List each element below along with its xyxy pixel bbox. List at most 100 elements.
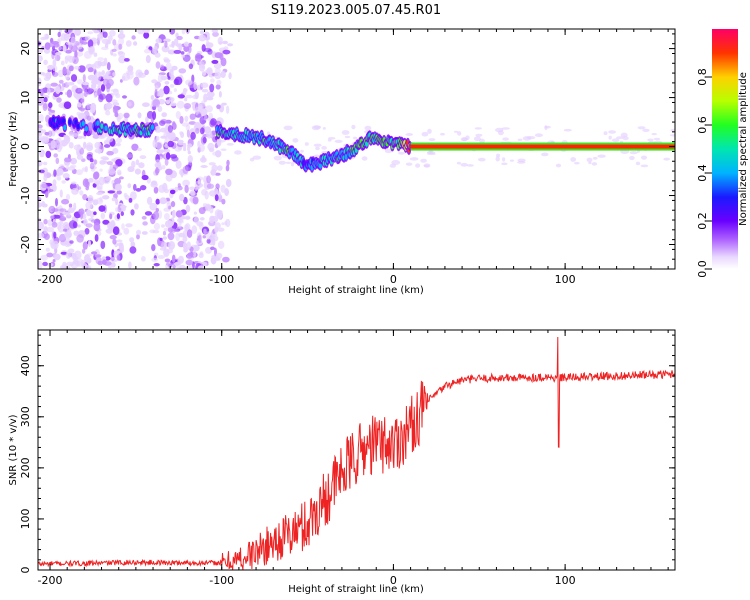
spectrogram-noise-blob xyxy=(82,82,90,86)
spectrogram-noise-blob xyxy=(65,41,73,46)
spectrogram-noise-blob xyxy=(252,155,262,160)
spectrogram-noise-blob xyxy=(107,190,116,194)
spectrogram-noise-blob xyxy=(100,240,106,250)
spectrogram-noise-blob xyxy=(327,137,336,140)
spectrogram-noise-blob xyxy=(79,190,84,196)
spectrogram-noise-blob xyxy=(642,128,650,132)
spectrogram-noise-blob xyxy=(152,229,160,234)
spectrogram-noise-blob xyxy=(41,183,48,189)
spectrogram-noise-blob xyxy=(619,140,624,143)
snr-xtick-label: 0 xyxy=(390,574,397,587)
spectrogram-noise-blob xyxy=(81,41,88,45)
spectrogram-noise-blob xyxy=(74,66,80,70)
signal-track-core xyxy=(84,125,88,132)
spectrogram-noise-blob xyxy=(169,189,176,195)
spectrogram-ytick-label: 10 xyxy=(19,91,32,105)
spectrogram-noise-blob xyxy=(57,69,64,78)
spectrogram-noise-blob xyxy=(68,203,73,208)
spectrogram-noise-blob xyxy=(653,137,661,141)
spectrogram-noise-blob xyxy=(68,220,77,229)
spectrogram-noise-blob xyxy=(113,88,119,96)
spectrogram-noise-blob xyxy=(221,198,226,205)
spectrogram-noise-blob xyxy=(203,93,208,103)
snr-xtick-label: -200 xyxy=(38,574,63,587)
snr-xlabel: Height of straight line (km) xyxy=(288,584,424,595)
spectrogram-noise-blob xyxy=(351,124,356,130)
spectrogram-noise-blob xyxy=(86,153,93,161)
spectrogram-noise-blob xyxy=(83,50,92,59)
spectrogram-noise-blob xyxy=(420,158,427,163)
spectrogram-noise-blob xyxy=(94,148,103,154)
spectrogram-noise-blob xyxy=(87,39,94,48)
spectrogram-noise-blob xyxy=(43,226,48,231)
spectrogram-noise-blob xyxy=(215,252,223,259)
spectrogram-noise-blob xyxy=(46,226,55,233)
spectrogram-noise-blob xyxy=(427,150,434,154)
spectrogram-noise-blob xyxy=(586,157,593,163)
spectrogram-noise-blob xyxy=(77,144,81,148)
spectrogram-noise-blob xyxy=(143,48,151,54)
spectrogram-noise-blob xyxy=(50,215,55,219)
spectrogram-noise-blob xyxy=(91,251,98,255)
spectrogram-noise-blob xyxy=(541,152,549,157)
spectrogram-noise-blob xyxy=(154,128,162,133)
spectrogram-noise-blob xyxy=(203,228,207,235)
spectrogram-noise-blob xyxy=(184,216,191,220)
spectrogram-noise-blob xyxy=(167,49,176,55)
spectrogram-noise-blob xyxy=(193,122,200,127)
spectrogram-noise-blob xyxy=(101,38,110,44)
spectrogram-noise-blob xyxy=(176,35,183,41)
spectrogram-noise-blob xyxy=(62,44,67,53)
spectrogram-noise-blob xyxy=(89,48,95,54)
spectrogram-noise-blob xyxy=(111,158,117,162)
spectrogram-noise-blob xyxy=(71,216,76,222)
spectrogram-noise-blob xyxy=(161,165,166,170)
signal-track-core xyxy=(62,118,66,124)
spectrogram-noise-blob xyxy=(427,128,432,134)
spectrogram-noise-blob xyxy=(89,107,96,114)
spectrogram-noise-blob xyxy=(198,34,206,42)
spectrogram-noise-blob xyxy=(192,196,199,205)
spectrogram-noise-blob xyxy=(170,201,176,208)
spectrogram-noise-blob xyxy=(167,232,175,241)
spectrogram-noise-blob xyxy=(103,139,110,145)
spectrogram-noise-blob xyxy=(100,61,106,67)
spectrogram-noise-blob xyxy=(87,31,94,35)
spectrogram-noise-blob xyxy=(154,52,161,58)
spectrogram-noise-blob xyxy=(670,128,675,132)
spectrogram-noise-blob xyxy=(106,61,111,71)
spectrogram-noise-blob xyxy=(283,125,293,131)
spectrogram-noise-blob xyxy=(105,102,113,110)
spectrogram-noise-blob xyxy=(61,180,66,184)
spectrogram-noise-blob xyxy=(102,31,108,38)
spectrogram-noise-blob xyxy=(102,78,110,86)
spectrogram-noise-blob xyxy=(164,220,173,228)
spectrogram-noise-blob xyxy=(161,45,170,53)
spectrogram-noise-blob xyxy=(608,135,612,140)
spectrogram-noise-blob xyxy=(391,160,401,165)
spectrogram-noise-blob xyxy=(64,56,69,65)
spectrogram-noise-blob xyxy=(77,79,83,85)
spectrogram-ylabel: Frequency (Hz) xyxy=(8,111,19,187)
spectrogram-noise-blob xyxy=(160,64,165,70)
spectrogram-noise-blob xyxy=(214,68,221,74)
spectrogram-noise-blob xyxy=(158,184,166,193)
spectrogram-noise-blob xyxy=(165,99,171,105)
spectrogram-noise-blob xyxy=(116,254,121,261)
spectrogram-noise-blob xyxy=(152,99,161,108)
spectrogram-noise-blob xyxy=(167,248,174,254)
spectrogram-noise-blob xyxy=(59,233,67,243)
spectrogram-noise-blob xyxy=(86,88,95,94)
spectrogram-noise-blob xyxy=(135,188,142,192)
spectrogram-noise-blob xyxy=(157,74,163,83)
spectrogram-noise-blob xyxy=(629,155,635,161)
spectrogram-noise-blob xyxy=(93,171,100,180)
spectrogram-noise-blob xyxy=(75,169,83,176)
spectrogram-noise-blob xyxy=(154,89,158,98)
spectrogram-noise-blob xyxy=(201,88,209,93)
spectrogram-noise-blob xyxy=(212,31,219,37)
spectrogram-noise-blob xyxy=(134,203,139,210)
spectrogram-noise-blob xyxy=(160,241,167,250)
spectrogram-noise-blob xyxy=(42,261,48,267)
